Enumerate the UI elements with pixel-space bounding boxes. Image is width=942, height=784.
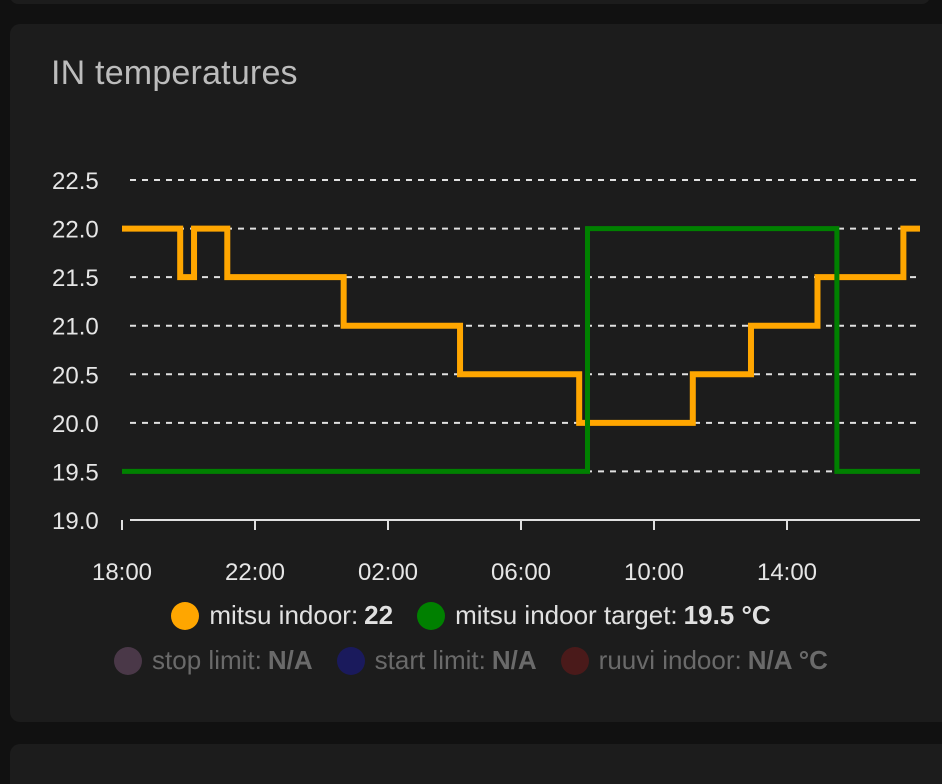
x-tick-label: 02:00 [358, 559, 418, 586]
legend-value: N/A [491, 645, 537, 675]
legend-item-mitsu-indoor[interactable]: mitsu indoor: 22 [171, 600, 393, 631]
legend-dot-mitsu-indoor [171, 601, 200, 630]
y-tick-label: 19.5 [52, 459, 99, 486]
y-tick-label: 20.0 [52, 411, 99, 438]
legend-label: ruuvi indoor: [598, 645, 742, 675]
y-tick-label: 21.5 [52, 265, 99, 292]
legend-item-mitsu-indoor-target[interactable]: mitsu indoor target: 19.5 °C [417, 600, 771, 631]
x-tick-label: 18:00 [92, 559, 152, 586]
temperature-chart: 19.0 19.5 20.0 20.5 21.0 21.5 22.0 22.5 18:00 22:… [52, 168, 920, 586]
y-tick-label: 21.0 [52, 314, 99, 341]
x-tick-label: 14:00 [757, 559, 817, 586]
series-line-mitsu-indoor [122, 225, 920, 426]
y-tick-label: 22.0 [52, 217, 99, 244]
y-tick-label: 19.0 [52, 508, 99, 535]
x-tick-label: 22:00 [225, 559, 285, 586]
card-title: IN temperatures [51, 54, 298, 92]
legend-item-stop-limit[interactable]: stop limit: N/A [114, 645, 313, 676]
legend-label: mitsu indoor target: [455, 600, 678, 630]
legend-row-hidden: stop limit: N/A start limit: N/A ruuvi i… [0, 645, 942, 676]
x-tick-label: 06:00 [491, 559, 551, 586]
series-line-mitsu-indoor-target [122, 226, 920, 474]
x-tick-label: 10:00 [624, 559, 684, 586]
legend-value: 19.5 °C [683, 600, 771, 630]
y-tick-label: 20.5 [52, 362, 99, 389]
legend-value: N/A [267, 645, 313, 675]
previous-card [10, 0, 930, 4]
legend-item-start-limit[interactable]: start limit: N/A [336, 645, 537, 676]
legend-label: start limit: [374, 645, 486, 675]
legend-value: 22 [364, 600, 394, 630]
legend-row-active: mitsu indoor: 22 mitsu indoor target: 19… [0, 600, 942, 631]
legend-dot-mitsu-indoor-target [417, 601, 446, 630]
y-tick-label: 22.5 [52, 168, 99, 195]
legend-dot-stop-limit [114, 646, 143, 675]
legend-label: stop limit: [152, 645, 262, 675]
legend-dot-ruuvi-indoor [560, 646, 589, 675]
legend-item-ruuvi-indoor[interactable]: ruuvi indoor: N/A °C [560, 645, 828, 676]
legend-value: N/A °C [747, 645, 828, 675]
next-card [10, 744, 942, 784]
legend-dot-start-limit [336, 646, 365, 675]
legend-label: mitsu indoor: [209, 600, 359, 630]
